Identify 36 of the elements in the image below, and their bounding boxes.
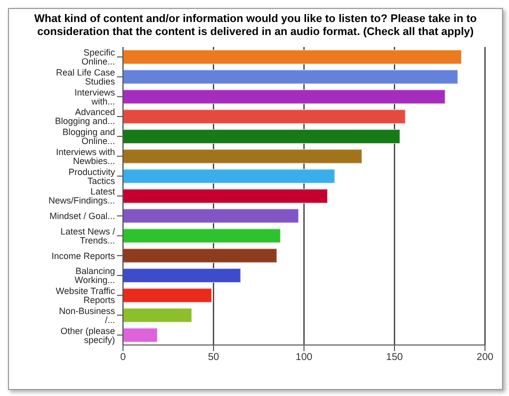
bar xyxy=(123,89,446,104)
bar xyxy=(123,288,212,303)
y-tick-label: Blogging and Online... xyxy=(62,127,115,146)
bar xyxy=(123,328,158,343)
y-tick-label: Advanced Blogging and... xyxy=(54,107,115,126)
bar xyxy=(123,268,242,284)
y-tick-label: Interviews with Newbies... xyxy=(56,146,115,166)
y-tick-label: Mindset / Goal... xyxy=(49,211,115,222)
bar xyxy=(123,208,300,224)
y-tick-label: Specific Online... xyxy=(81,48,116,67)
chart-title: What kind of content and/or information would you like to listen to? Please take in to consideration that the content is delivered in an audio format. (Check all that apply) xyxy=(33,12,478,39)
x-tick-label: 100 xyxy=(296,352,313,364)
bar xyxy=(123,148,362,164)
x-tick-label: 150 xyxy=(386,352,404,364)
x-tick-label: 50 xyxy=(208,352,220,364)
y-tick-label: Income Reports xyxy=(51,250,116,261)
y-tick-label: Latest News / Trends... xyxy=(60,226,116,246)
y-tick-label: Website Traffic Reports xyxy=(56,286,116,306)
y-tick-label: Balancing Working... xyxy=(74,266,115,286)
bar xyxy=(123,168,336,184)
bar xyxy=(123,128,400,144)
bar xyxy=(123,248,278,264)
bar xyxy=(123,228,281,244)
bar xyxy=(123,69,458,84)
y-tick-label: Real Life Case Studies xyxy=(56,67,116,86)
x-tick-label: 200 xyxy=(476,352,494,364)
y-tick-label: Productivity Tactics xyxy=(68,166,116,186)
bar xyxy=(123,50,462,64)
bar xyxy=(123,109,406,124)
y-tick-label: Non-Business /... xyxy=(58,306,116,325)
y-tick-label: Interviews with... xyxy=(74,87,116,106)
bar xyxy=(123,308,192,323)
y-tick-label: Latest News/Findings... xyxy=(48,186,116,206)
y-tick-label: Other (please specify) xyxy=(60,326,115,345)
bar xyxy=(123,188,328,204)
x-tick-label: 0 xyxy=(120,352,126,364)
